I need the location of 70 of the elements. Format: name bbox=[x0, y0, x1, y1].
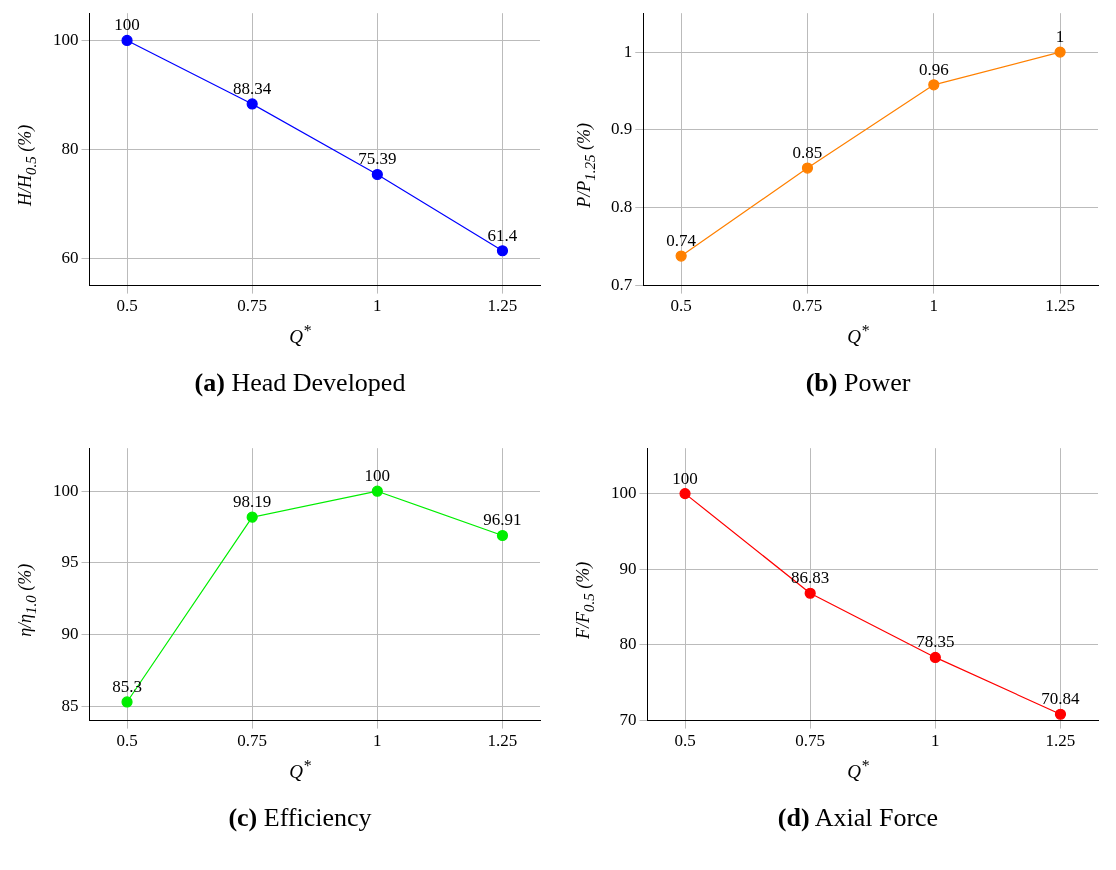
x-tick-label: 1 bbox=[931, 731, 940, 751]
y-tick-label: 100 bbox=[611, 483, 637, 503]
x-tick-label: 0.75 bbox=[792, 296, 823, 316]
data-label: 86.83 bbox=[791, 568, 830, 588]
data-label: 96.91 bbox=[483, 510, 522, 530]
x-axis-title: Q$^{*}$ bbox=[846, 757, 870, 784]
y-tick-label: 80 bbox=[61, 138, 79, 158]
x-tick-label: 1.25 bbox=[1045, 296, 1075, 316]
x-tick-label: 1 bbox=[373, 731, 382, 751]
data-label: 98.19 bbox=[233, 492, 272, 512]
data-label: 70.84 bbox=[1041, 689, 1081, 709]
text: (b) Power bbox=[804, 368, 912, 398]
y-tick-label: 0.7 bbox=[611, 275, 633, 295]
point bbox=[246, 511, 258, 523]
data-label: 61.4 bbox=[487, 225, 518, 245]
y-tick-label: 60 bbox=[61, 247, 79, 267]
point bbox=[371, 168, 383, 181]
point bbox=[496, 245, 509, 257]
x-axis-title: Q$^{*}$ bbox=[846, 322, 870, 349]
text: (d) Axial Force bbox=[776, 803, 940, 833]
point bbox=[929, 651, 941, 664]
data-label: 0.85 bbox=[792, 143, 823, 163]
data-label: 75.39 bbox=[358, 149, 397, 169]
x-tick-label: 1.25 bbox=[487, 296, 518, 316]
point bbox=[675, 250, 687, 262]
data-label: 88.34 bbox=[233, 78, 272, 98]
y-tick-label: 100 bbox=[53, 29, 79, 49]
x-tick-label: 0.75 bbox=[237, 296, 268, 316]
x-tick-label: 1.25 bbox=[1045, 731, 1076, 751]
point bbox=[1054, 708, 1067, 720]
data-label: 78.35 bbox=[916, 632, 955, 652]
data-label: 100 bbox=[672, 468, 698, 488]
y-tick-label: 90 bbox=[61, 624, 79, 644]
point bbox=[121, 34, 133, 47]
y-tick-label: 85 bbox=[61, 695, 79, 715]
x-tick-label: 1 bbox=[373, 296, 382, 316]
y-tick-label: 80 bbox=[619, 634, 637, 654]
x-tick-label: 1 bbox=[929, 296, 939, 316]
data-label: 0.74 bbox=[666, 230, 697, 250]
x-tick-label: 0.5 bbox=[670, 296, 692, 316]
point bbox=[928, 79, 940, 91]
y-tick-label: 1 bbox=[623, 41, 633, 61]
point bbox=[801, 162, 814, 174]
y-tick-label: 0.9 bbox=[611, 119, 633, 139]
y-tick-label: 95 bbox=[61, 552, 79, 572]
data-label: 0.96 bbox=[918, 59, 949, 79]
x-tick-label: 0.5 bbox=[116, 296, 138, 316]
point bbox=[371, 485, 383, 497]
x-axis-title: Q$^{*}$ bbox=[288, 322, 312, 349]
x-tick-label: 0.5 bbox=[674, 731, 696, 751]
x-tick-label: 1.25 bbox=[487, 731, 518, 751]
y-tick-label: 70 bbox=[619, 710, 637, 730]
point bbox=[246, 98, 258, 110]
x-axis-title: Q$^{*}$ bbox=[288, 757, 312, 784]
data-label: 1 bbox=[1055, 27, 1065, 47]
data-label: 100 bbox=[364, 466, 391, 486]
point bbox=[496, 529, 509, 542]
x-tick-label: 0.75 bbox=[237, 731, 268, 751]
y-tick-label: 90 bbox=[619, 558, 637, 578]
point bbox=[804, 587, 816, 599]
point bbox=[1054, 46, 1066, 58]
y-tick-label: 100 bbox=[53, 480, 79, 500]
x-tick-label: 0.5 bbox=[116, 731, 138, 751]
point bbox=[121, 696, 133, 708]
text: (c) Efficiency bbox=[227, 803, 373, 833]
point bbox=[679, 488, 691, 500]
y-tick-label: 0.8 bbox=[611, 197, 633, 217]
x-tick-label: 0.75 bbox=[795, 731, 826, 751]
text: (a) Head Developed bbox=[193, 368, 407, 398]
data-label: 100 bbox=[114, 15, 140, 35]
